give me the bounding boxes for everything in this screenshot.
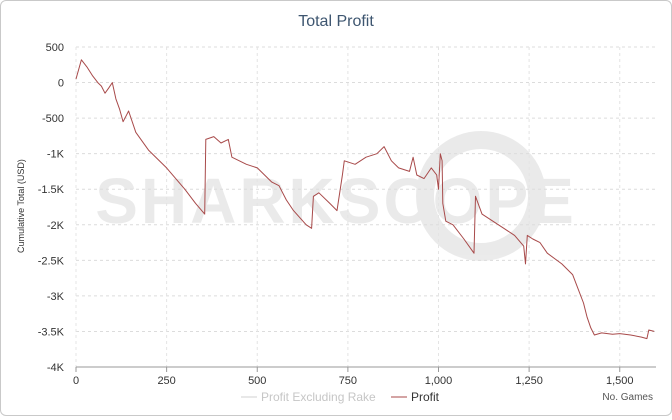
- legend-label-profit-excluding-rake: Profit Excluding Rake: [261, 390, 376, 404]
- watermark: SHARKSCOPE: [95, 131, 577, 261]
- legend: Profit Excluding Rake Profit: [241, 390, 440, 404]
- y-tick-label: -3.5K: [38, 326, 65, 338]
- y-tick-label: -3K: [47, 291, 65, 303]
- y-tick-label: -4K: [47, 362, 65, 374]
- axes: 500 0 -500 -1K -1.5K -2K -2.5K -3K -3.5K -4K 0 250 5…: [38, 42, 656, 387]
- x-tick-label: 0: [73, 375, 79, 387]
- x-tick-label: 250: [157, 375, 175, 387]
- grid: [75, 46, 656, 368]
- chart-title: Total Profit: [298, 13, 374, 30]
- legend-item-profit[interactable]: Profit: [391, 390, 440, 404]
- x-tick-label: 1,250: [515, 375, 543, 387]
- legend-label-profit: Profit: [411, 390, 440, 404]
- y-tick-label: -1.5K: [38, 184, 65, 196]
- x-axis-label: No. Games: [602, 392, 653, 403]
- x-tick-label: 1,000: [425, 375, 453, 387]
- x-tick-label: 1,500: [606, 375, 634, 387]
- y-tick-label: 500: [46, 42, 64, 54]
- y-tick-label: -500: [42, 113, 64, 125]
- y-axis-label: Cumulative Total (USD): [16, 159, 26, 253]
- y-tick-label: -2.5K: [38, 255, 65, 267]
- y-tick-label: 0: [58, 78, 64, 90]
- x-tick-label: 500: [248, 375, 266, 387]
- series-group: [75, 59, 655, 340]
- y-tick-label: -1K: [47, 149, 65, 161]
- watermark-scope-icon: [416, 131, 546, 261]
- watermark-text: SHARKSCOPE: [95, 165, 577, 237]
- series-line-1: [75, 59, 655, 340]
- legend-item-profit-excluding-rake[interactable]: Profit Excluding Rake: [241, 390, 376, 404]
- x-tick-label: 750: [339, 375, 357, 387]
- y-tick-label: -2K: [47, 220, 65, 232]
